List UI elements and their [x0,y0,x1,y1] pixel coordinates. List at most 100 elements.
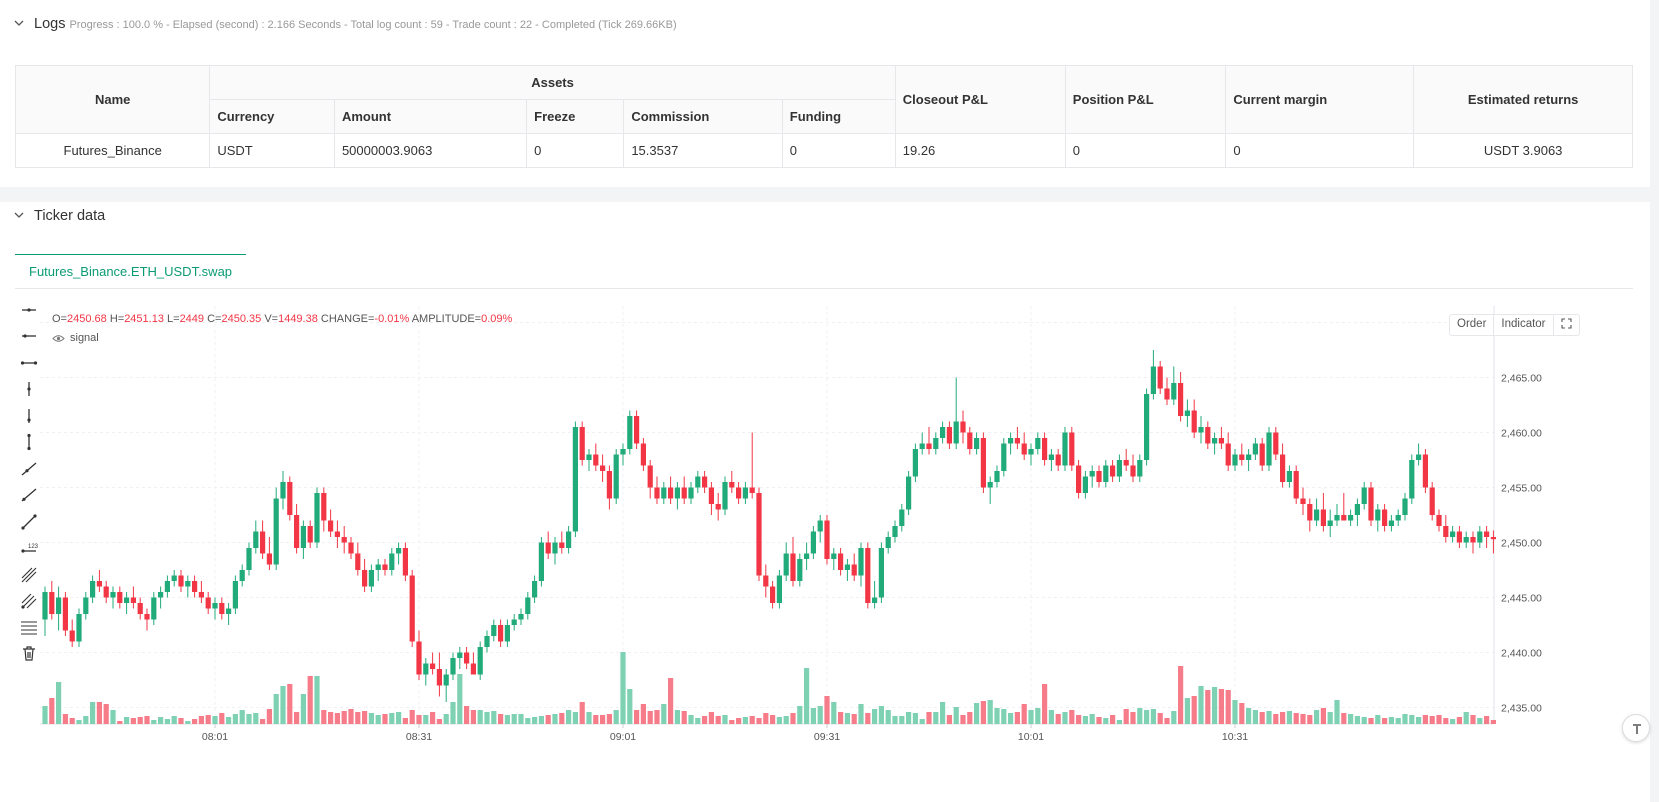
candle-body [49,592,55,614]
horizontal-line-icon[interactable] [19,300,39,320]
volume-bar [722,715,728,724]
tab-eth-usdt-swap[interactable]: Futures_Binance.ETH_USDT.swap [15,254,247,288]
volume-bar [1327,712,1333,724]
pitchfork-icon[interactable] [19,591,39,611]
fullscreen-button[interactable] [1554,315,1579,335]
parallel-channel-icon[interactable] [19,565,39,585]
trend-line-icon[interactable] [19,459,39,479]
volume-bar [1395,718,1401,724]
horizontal-segment-icon[interactable] [19,353,39,373]
candle-body [1212,438,1218,444]
col-currency: Currency [209,99,335,134]
cell-returns: USDT 3.9063 [1413,133,1633,168]
cell-commission: 15.3537 [623,133,783,168]
candle-body [1490,537,1496,540]
volume-bar [1103,718,1109,724]
indicator-button[interactable]: Indicator [1494,315,1554,335]
candle-body [525,597,531,614]
volume-bar [192,719,198,724]
signal-legend[interactable]: signal [52,332,99,344]
trend-ray-icon[interactable] [19,485,39,505]
candle-body [56,597,62,614]
vertical-ray-icon[interactable] [19,406,39,426]
logs-header[interactable]: Logs Progress : 100.0 % - Elapsed (secon… [14,16,677,32]
volume-bar [593,715,599,724]
volume-bar [328,712,334,724]
candle-body [953,421,959,444]
fib-retracement-icon[interactable] [19,617,39,637]
volume-bar [198,716,204,724]
candle-body [185,581,191,587]
order-button[interactable]: Order [1450,315,1495,335]
candle-body [783,553,789,576]
volume-bar [647,711,653,724]
volume-bar [572,712,578,724]
chevron-down-icon[interactable] [14,210,24,220]
eye-icon[interactable] [52,334,65,343]
y-tick-label: 2,440.00 [1501,648,1542,660]
col-funding: Funding [781,99,896,134]
candle-body [661,487,667,499]
candle-body [824,520,830,559]
candle-body [103,586,109,598]
candle-body [715,504,721,510]
horizontal-ray-icon[interactable] [19,326,39,346]
volume-bar [817,706,823,724]
volume-bar [232,714,238,724]
volume-bar [1300,714,1306,724]
candle-body [967,432,973,449]
candle-body [987,482,993,488]
candle-body [287,482,293,515]
candle-body [137,603,143,614]
candle-body [294,515,300,548]
vertical-line-icon[interactable] [19,379,39,399]
candle-body [260,531,266,554]
cell-funding: 0 [781,133,896,168]
candle-body [450,658,456,675]
volume-bar [294,712,300,724]
scroll-to-realtime-button[interactable] [1622,714,1650,742]
candle-body [688,487,694,499]
volume-bar [1042,684,1048,724]
trend-segment-icon[interactable] [19,512,39,532]
open-label: O= [52,313,67,325]
candle-body [90,581,96,598]
candle-body [742,487,748,499]
volume-bar [96,702,102,724]
price-label-icon[interactable]: 123 [19,538,39,558]
volume-bar [1470,715,1476,724]
candle-body [1463,537,1469,543]
candle-body [198,592,204,598]
volume-bar [1110,715,1116,724]
candle-body [946,427,952,444]
volume-bar [600,715,606,724]
volume-bar [545,715,551,724]
table-row: Futures_Binance USDT 50000003.9063 0 15.… [14,133,1633,168]
candle-body [219,603,225,614]
chart-button-group: Order Indicator [1449,314,1580,336]
volume-bar [110,710,116,724]
ticker-header[interactable]: Ticker data [14,208,105,224]
volume-bar [42,706,48,724]
vertical-segment-icon[interactable] [19,432,39,452]
tab-divider [15,288,1633,289]
y-tick-label: 2,445.00 [1501,593,1542,605]
candle-body [600,465,606,471]
trash-icon[interactable] [19,643,39,663]
chevron-down-icon[interactable] [14,18,24,28]
candlestick-chart[interactable]: 2,470.002,465.002,460.002,455.002,450.00… [15,306,1650,800]
volume-bar [423,715,429,724]
candle-body [226,608,232,614]
candle-body [402,548,408,576]
volume-bar [178,718,184,724]
volume-bar [1477,718,1483,724]
candle-body [722,482,728,510]
y-tick-label: 2,435.00 [1501,703,1542,715]
x-tick-label: 08:01 [202,731,228,743]
volume-bar [1137,708,1143,724]
candle-body [151,597,157,620]
volume-bar [280,686,286,724]
candle-body [409,575,415,642]
volume-bar [1035,708,1041,724]
candle-body [1048,454,1054,460]
